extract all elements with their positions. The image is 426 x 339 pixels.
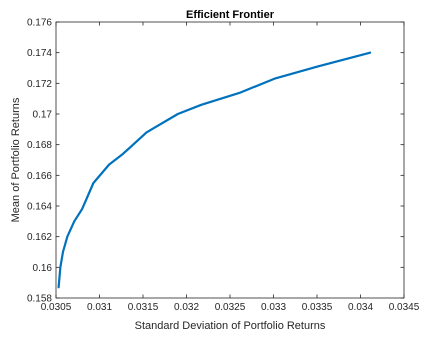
x-tick-labels: 0.0305 0.031 0.0315 0.032 0.0325 0.033 0.0335 0…: [41, 302, 420, 313]
y-tick-label: 0.16: [33, 263, 53, 274]
x-axis-label: Standard Deviation of Portfolio Returns: [135, 320, 326, 332]
x-tick-label: 0.032: [174, 302, 199, 313]
y-tick-label: 0.162: [27, 232, 52, 243]
x-tick-label: 0.031: [87, 302, 112, 313]
series-group: [57, 51, 372, 289]
y-tick-label: 0.176: [27, 18, 52, 29]
x-tick-label: 0.0345: [389, 302, 420, 313]
x-tick-label: 0.0335: [302, 302, 333, 313]
y-tick-label: 0.164: [27, 202, 52, 213]
y-tick-label: 0.158: [27, 294, 52, 305]
x-tick-label: 0.0315: [128, 302, 159, 313]
y-tick-label: 0.17: [33, 110, 53, 121]
x-tick-label: 0.034: [348, 302, 373, 313]
y-tick-label: 0.168: [27, 140, 52, 151]
x-tick-label: 0.0325: [215, 302, 246, 313]
y-axis-label: Mean of Portfolio Returns: [10, 97, 22, 222]
y-tick-label: 0.174: [27, 48, 52, 59]
y-tick-labels: 0.158 0.16 0.162 0.164 0.166 0.168 0.17 0.172 0.…: [27, 18, 52, 305]
y-tick-label: 0.166: [27, 171, 52, 182]
axes-box: [55, 21, 405, 299]
y-tick-label: 0.172: [27, 79, 52, 90]
chart-title: Efficient Frontier: [186, 9, 275, 21]
efficient-frontier-line: [57, 51, 372, 289]
plot-area: [56, 22, 404, 298]
x-tick-label: 0.033: [261, 302, 286, 313]
x-tick-label: 0.0305: [41, 302, 72, 313]
